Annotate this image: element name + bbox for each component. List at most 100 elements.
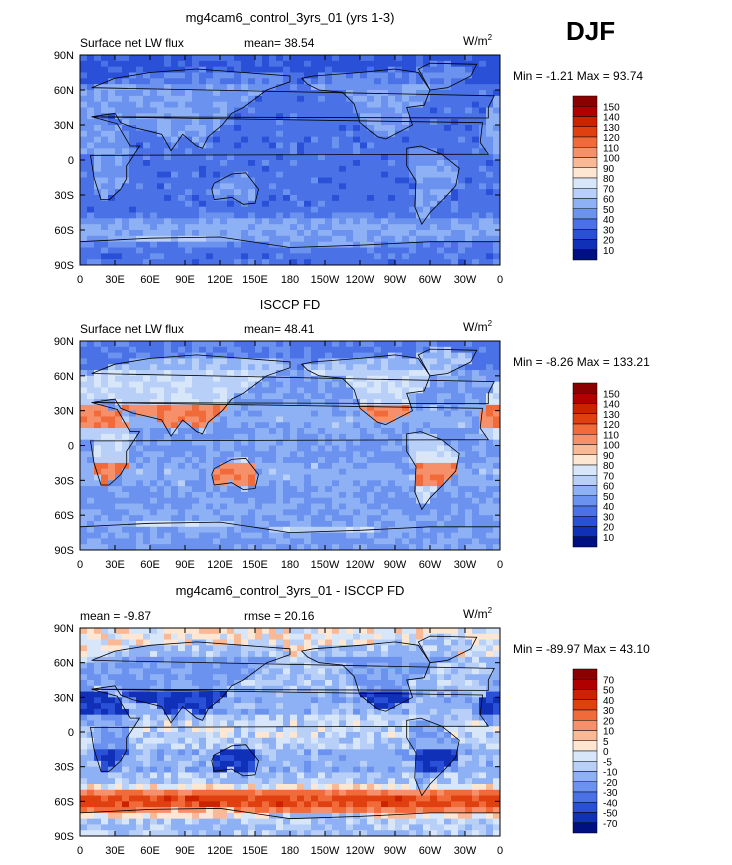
field-cell <box>360 224 368 231</box>
field-cell <box>199 142 207 149</box>
field-cell <box>115 486 123 493</box>
field-cell <box>94 491 102 499</box>
field-cell <box>283 247 291 254</box>
field-cell <box>367 136 375 143</box>
field-cell <box>381 101 389 108</box>
field-cell <box>276 393 284 400</box>
field-cell <box>360 468 368 476</box>
field-cell <box>402 358 410 365</box>
field-cell <box>255 457 263 464</box>
field-cell <box>311 526 319 534</box>
field-cell <box>129 370 137 377</box>
field-cell <box>381 451 389 458</box>
field-cell <box>283 84 291 91</box>
colorbar-label: 50 <box>603 205 615 216</box>
field-cell <box>381 55 389 62</box>
field-cell <box>227 55 235 62</box>
colorbar-swatch <box>572 495 598 507</box>
field-cell <box>101 416 109 423</box>
field-cell <box>486 393 494 400</box>
colorbar-label: 140 <box>603 400 620 411</box>
field-cell <box>164 503 172 510</box>
field-cell <box>325 462 333 470</box>
field-cell <box>108 520 116 528</box>
field-cell <box>269 387 277 394</box>
field-cell <box>269 381 277 388</box>
field-cell <box>444 160 452 167</box>
field-cell <box>297 235 305 243</box>
field-cell <box>339 183 347 190</box>
field-cell <box>374 422 382 429</box>
field-cell <box>206 509 214 516</box>
field-cell <box>122 165 130 173</box>
field-cell <box>143 538 151 545</box>
field-cell <box>178 195 186 202</box>
field-cell <box>486 183 494 190</box>
field-cell <box>423 422 431 429</box>
field-cell <box>94 457 102 464</box>
field-cell <box>143 78 151 85</box>
field-cell <box>227 445 235 452</box>
field-cell <box>283 136 291 143</box>
field-cell <box>318 171 326 178</box>
field-cell <box>437 113 445 120</box>
field-cell <box>416 526 424 534</box>
field-cell <box>367 212 375 219</box>
field-cell <box>479 160 487 167</box>
field-cell <box>150 439 158 446</box>
field-cell <box>143 107 151 114</box>
field-cell <box>157 189 165 196</box>
field-cell <box>129 410 137 417</box>
field-cell <box>227 247 235 254</box>
field-cell <box>234 633 242 641</box>
field-cell <box>486 662 494 669</box>
field-cell <box>360 60 368 68</box>
field-cell <box>430 645 438 652</box>
field-cell <box>185 142 193 149</box>
field-cell <box>255 668 263 675</box>
field-cell <box>122 171 130 178</box>
field-cell <box>332 165 340 173</box>
field-cell <box>122 633 130 641</box>
field-cell <box>227 532 235 539</box>
field-cell <box>171 177 179 184</box>
field-cell <box>381 142 389 149</box>
field-cell <box>486 503 494 510</box>
field-cell <box>94 60 102 68</box>
field-cell <box>479 509 487 516</box>
field-cell <box>234 662 242 669</box>
field-cell <box>143 393 151 400</box>
field-cell <box>493 628 500 635</box>
field-cell <box>437 515 445 522</box>
field-cell <box>234 101 242 108</box>
field-cell <box>101 486 109 493</box>
field-cell <box>479 90 487 97</box>
field-cell <box>416 651 424 658</box>
field-cell <box>199 633 207 641</box>
field-cell <box>458 341 466 348</box>
field-cell <box>339 259 347 265</box>
field-cell <box>213 189 221 196</box>
field-cell <box>437 148 445 155</box>
field-cell <box>220 253 228 260</box>
field-cell <box>381 206 389 213</box>
field-cell <box>444 259 452 265</box>
field-cell <box>143 206 151 213</box>
field-cell <box>360 165 368 173</box>
field-cell <box>227 130 235 138</box>
field-cell <box>220 346 228 354</box>
field-cell <box>430 428 438 435</box>
field-cell <box>122 341 130 348</box>
field-cell <box>472 410 480 417</box>
field-cell <box>290 55 298 62</box>
field-cell <box>255 358 263 365</box>
field-cell <box>115 474 123 481</box>
field-cell <box>80 113 88 120</box>
panel-variable-label: Surface net LW flux <box>80 36 184 50</box>
field-cell <box>150 148 158 155</box>
field-cell <box>94 486 102 493</box>
field-cell <box>374 206 382 213</box>
field-cell <box>108 72 116 79</box>
field-cell <box>108 538 116 545</box>
field-cell <box>143 195 151 202</box>
